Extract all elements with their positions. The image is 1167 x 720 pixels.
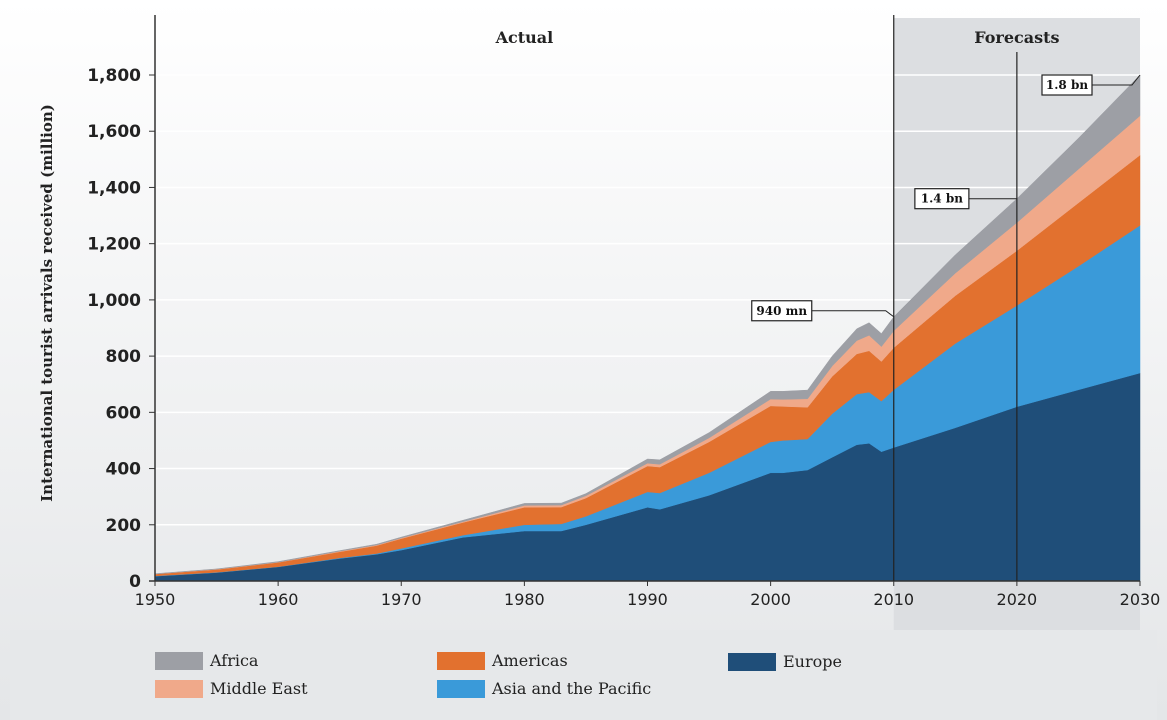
legend-label: Middle East (210, 679, 308, 698)
period-markers (893, 15, 1018, 581)
legend-swatch (728, 653, 776, 671)
y-tick-label: 0 (129, 572, 141, 592)
legend-swatch (155, 652, 203, 670)
annotation-box (914, 188, 970, 210)
legend-background (10, 630, 1157, 720)
annotation-box (1041, 74, 1093, 96)
y-tick-label: 800 (106, 347, 142, 367)
annotation-box (751, 300, 813, 322)
y-tick-label: 1,400 (87, 178, 141, 198)
period-label-actual: Actual (495, 28, 554, 47)
x-tick-label: 2010 (873, 590, 914, 609)
x-tick-label: 1960 (258, 590, 299, 609)
x-tick-label: 2020 (997, 590, 1038, 609)
x-tick-label: 1990 (627, 590, 668, 609)
annotation-callout: 1.8 bn (1041, 74, 1141, 96)
x-tick-label: 2000 (750, 590, 791, 609)
period-label-forecasts: Forecasts (974, 28, 1059, 47)
y-axis-label: International tourist arrivals received … (38, 104, 56, 502)
annotation-label: 1.8 bn (1046, 78, 1088, 92)
area-africa (154, 74, 1141, 575)
y-tick-label: 400 (106, 460, 142, 480)
annotation-label: 1.4 bn (921, 192, 963, 206)
y-tick-label: 200 (106, 516, 142, 536)
legend-label: Asia and the Pacific (491, 679, 651, 698)
annotation-leader (1092, 74, 1141, 86)
y-tick-labels: 0 200 400 600 800 1,000 1,200 1,400 1,600 1,800 (87, 66, 155, 592)
annotation-leader (811, 310, 895, 318)
x-tick-label: 2030 (1120, 590, 1161, 609)
y-tick-label: 1,200 (87, 235, 141, 255)
legend-swatch (437, 652, 485, 670)
axes (149, 15, 1140, 582)
legend-item: Africa (155, 651, 259, 670)
legend-swatch (155, 680, 203, 698)
y-tick-label: 1,800 (87, 66, 141, 86)
legend-item: Middle East (155, 679, 308, 698)
legend-item: Europe (728, 652, 842, 671)
legend-item: Asia and the Pacific (437, 679, 651, 698)
y-tick-label: 1,000 (87, 291, 141, 311)
annotation-label: 940 mn (756, 304, 807, 318)
x-tick-label: 1950 (135, 590, 176, 609)
x-tick-labels: 1950 1960 1970 1980 1990 2000 2010 2020 2030 (135, 581, 1161, 609)
legend: Africa Middle East Americas Asia and the Pa… (155, 651, 842, 698)
period-labels: Actual Forecasts (495, 28, 1060, 47)
legend-label: Africa (209, 651, 259, 670)
legend-swatch (437, 680, 485, 698)
legend-label: Americas (491, 651, 568, 670)
legend-item: Americas (437, 651, 568, 670)
y-tick-label: 600 (106, 403, 142, 423)
x-tick-label: 1970 (381, 590, 422, 609)
x-tick-label: 1980 (504, 590, 545, 609)
legend-label: Europe (783, 652, 842, 671)
annotation-callout: 1.4 bn (914, 188, 1017, 210)
annotations: 940 mn 1.4 bn 1.8 bn (751, 74, 1141, 322)
y-tick-label: 1,600 (87, 122, 141, 142)
annotation-callout: 940 mn (751, 300, 895, 322)
